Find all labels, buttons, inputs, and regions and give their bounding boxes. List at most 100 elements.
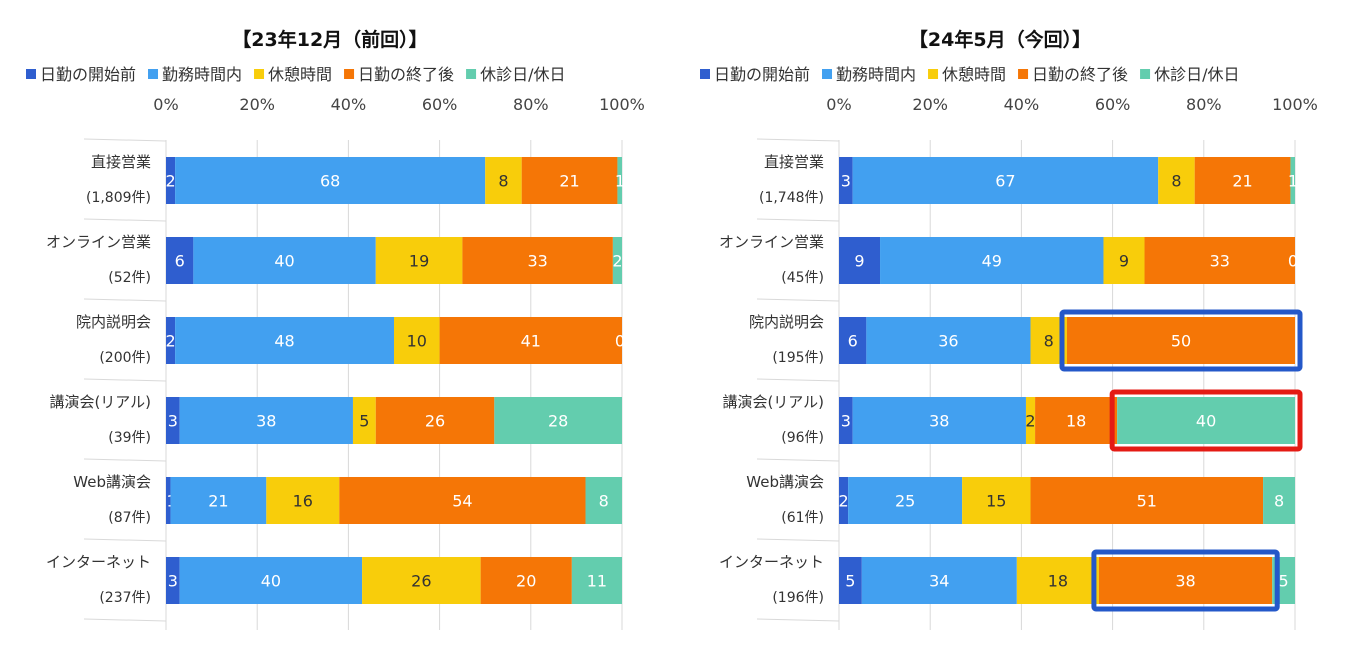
data-label: 8: [1171, 172, 1181, 191]
bar-segment: [521, 157, 618, 204]
bar-segment: [193, 237, 376, 284]
highlight-box: [1091, 549, 1280, 612]
category-count: (45件): [781, 270, 824, 286]
data-label: 9: [1119, 252, 1129, 271]
category-count: (39件): [108, 430, 151, 446]
bar-segment: [866, 317, 1031, 364]
data-label: 20: [516, 572, 536, 591]
category-label: インターネット: [46, 553, 151, 571]
bar-segment: [439, 317, 622, 364]
bar-segment: [1025, 397, 1036, 444]
data-label: 40: [261, 572, 281, 591]
category-label: インターネット: [719, 553, 824, 571]
x-tick-label: 0%: [826, 95, 851, 114]
bar-segment: [352, 397, 376, 444]
data-label: 6: [175, 252, 185, 271]
bar-segment: [861, 557, 1017, 604]
bar-segment: [266, 477, 340, 524]
data-label: 1: [1288, 172, 1298, 191]
data-label: 8: [599, 492, 609, 511]
category-label: 直接営業: [764, 153, 824, 171]
data-label: 3: [841, 412, 851, 431]
bar-segment: [166, 477, 171, 524]
bar-segment: [1103, 237, 1145, 284]
data-label: 1: [615, 172, 625, 191]
bar-segment: [1263, 477, 1295, 524]
bar-segment: [494, 397, 622, 444]
data-label: 15: [986, 492, 1006, 511]
bar-segment: [1158, 157, 1195, 204]
data-label: 0: [615, 332, 625, 351]
bar-segment: [480, 557, 572, 604]
chart-title: 【23年12月（前回）】: [232, 28, 427, 51]
data-label: 41: [521, 332, 541, 351]
data-label: 8: [1274, 492, 1284, 511]
legend-label: 日勤の開始前: [40, 65, 136, 84]
category-count: (52件): [108, 270, 151, 286]
legend-label: 日勤の終了後: [1032, 65, 1128, 84]
bar-segment: [839, 397, 853, 444]
data-label: 51: [1137, 492, 1157, 511]
highlight-box: [1109, 389, 1303, 452]
legend-label: 休診日/休日: [480, 65, 565, 84]
data-label: 21: [1232, 172, 1252, 191]
data-label: 2: [1025, 412, 1035, 431]
data-label: 5: [845, 572, 855, 591]
data-label: 18: [1066, 412, 1086, 431]
bar-segment: [166, 557, 180, 604]
legend-label: 勤務時間内: [836, 65, 916, 84]
x-tick-label: 0%: [153, 95, 178, 114]
data-label: 21: [559, 172, 579, 191]
legend-swatch: [700, 69, 710, 79]
category-count: (61件): [781, 510, 824, 526]
data-label: 33: [527, 252, 547, 271]
data-label: 40: [274, 252, 294, 271]
x-tick-label: 20%: [912, 95, 948, 114]
data-label: 2: [612, 252, 622, 271]
category-separator: [756, 298, 840, 302]
category-separator: [83, 218, 167, 222]
data-label: 3: [168, 572, 178, 591]
x-tick-label: 60%: [422, 95, 458, 114]
bar-segment: [166, 237, 194, 284]
bar-segment: [175, 157, 486, 204]
x-tick-label: 100%: [1272, 95, 1318, 114]
category-label: Web講演会: [73, 473, 151, 491]
category-separator: [756, 138, 840, 142]
data-label: 40: [1196, 412, 1216, 431]
bar-segment: [1035, 397, 1118, 444]
legend-swatch: [148, 69, 159, 79]
data-label: 5: [359, 412, 369, 431]
category-label: 院内説明会: [76, 313, 151, 331]
legend-label: 日勤の開始前: [714, 65, 810, 84]
category-separator: [83, 458, 167, 462]
legend-item: 勤務時間内: [148, 65, 242, 84]
category-label: Web講演会: [746, 473, 824, 491]
bar-segment: [1144, 237, 1295, 284]
bar-segment: [462, 237, 613, 284]
x-tick-label: 40%: [1004, 95, 1040, 114]
x-tick-label: 60%: [1095, 95, 1131, 114]
legend-swatch: [344, 69, 355, 79]
data-label: 3: [168, 412, 178, 431]
bar-segment: [1030, 477, 1264, 524]
bar-segment: [1194, 157, 1291, 204]
bar-segment: [485, 157, 522, 204]
x-tick-label: 20%: [239, 95, 275, 114]
data-label: 2: [165, 332, 175, 351]
bar-segment: [1098, 557, 1273, 604]
data-label: 50: [1171, 332, 1191, 351]
category-label: オンライン営業: [719, 233, 824, 251]
data-label: 0: [1288, 252, 1298, 271]
bar-segment: [962, 477, 1031, 524]
legend-label: 休診日/休日: [1154, 65, 1239, 84]
category-count: (96件): [781, 430, 824, 446]
bar-segment: [848, 477, 963, 524]
legend-swatch: [928, 69, 939, 79]
data-label: 34: [929, 572, 949, 591]
bar-segment: [179, 397, 353, 444]
data-label: 49: [982, 252, 1002, 271]
bar-segment: [166, 157, 176, 204]
legend-label: 勤務時間内: [162, 65, 242, 84]
data-label: 26: [411, 572, 431, 591]
